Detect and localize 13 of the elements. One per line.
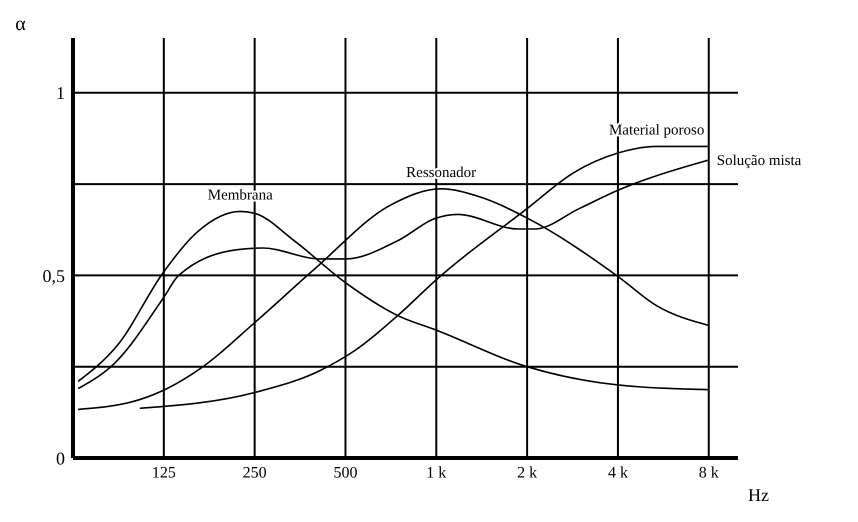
y-tick-label: 0	[56, 448, 65, 468]
y-tick-label: 1	[56, 83, 65, 104]
y-tick-label: 0,5	[42, 266, 65, 286]
x-tick-label: 500	[333, 464, 358, 482]
x-tick-label: 250	[242, 464, 267, 482]
x-tick-label: 125	[152, 464, 176, 482]
y-axis-title: α	[15, 13, 26, 35]
x-tick-label: 4 k	[608, 464, 628, 482]
x-tick-label: 8 k	[698, 464, 719, 482]
x-tick-label: 2 k	[517, 464, 538, 482]
x-axis-title: Hz	[748, 484, 769, 505]
series-label: Solução mista	[716, 152, 802, 169]
x-tick-label: 1 k	[426, 464, 446, 482]
